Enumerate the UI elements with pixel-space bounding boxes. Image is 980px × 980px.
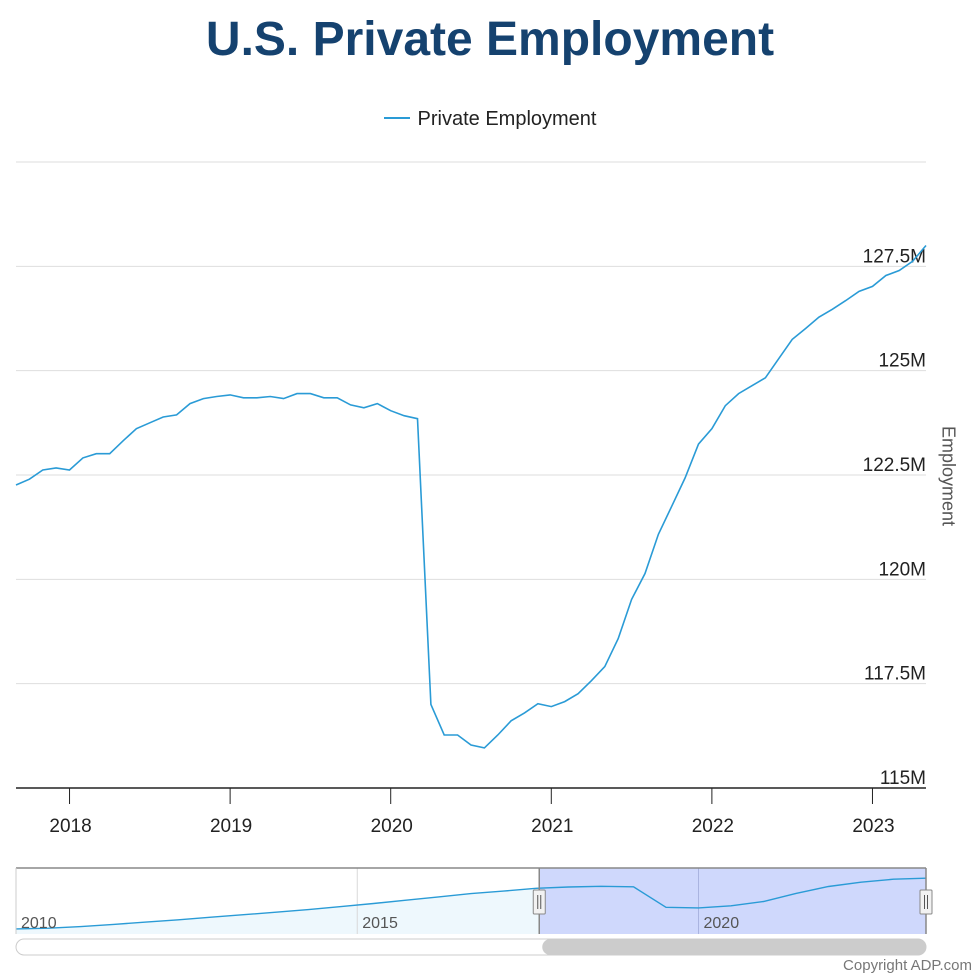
y-axis-title: Employment — [938, 425, 959, 527]
navigator-handle-left[interactable] — [532, 889, 546, 915]
y-tick-label: 120M — [878, 559, 926, 580]
x-tick-label: 2019 — [210, 816, 252, 837]
y-tick-label: 117.5M — [864, 664, 926, 685]
navigator-x-label: 2010 — [21, 915, 57, 932]
chart-title: U.S. Private Employment — [205, 13, 775, 66]
navigator: 2010 2015 2020 — [15, 867, 933, 956]
navigator-x-label: 2015 — [362, 915, 398, 932]
x-tick-label: 2020 — [371, 816, 413, 837]
legend-swatch — [383, 116, 410, 119]
x-tick-label: 2018 — [49, 816, 91, 837]
series-line-private-employment — [15, 244, 927, 749]
navigator-selection[interactable] — [539, 868, 926, 934]
y-tick-label: 122.5M — [863, 455, 926, 476]
gridlines — [16, 161, 926, 685]
navigator-handle-right[interactable] — [919, 889, 933, 915]
navigator-x-label: 2020 — [704, 915, 740, 932]
x-tick-label: 2022 — [692, 816, 734, 837]
x-tick-label: 2021 — [531, 816, 573, 837]
copyright-text: Copyright ADP.com — [843, 957, 972, 974]
y-tick-label: 125M — [878, 351, 926, 372]
legend-label: Private Employment — [417, 108, 597, 130]
y-tick-label: 115M — [880, 768, 926, 789]
legend[interactable]: Private Employment — [0, 108, 980, 131]
scrollbar-thumb[interactable] — [542, 939, 926, 955]
x-axis: 2018 2019 2020 2021 2022 2023 — [16, 787, 926, 837]
navigator-series-line — [15, 877, 927, 930]
x-tick-label: 2023 — [852, 816, 894, 837]
